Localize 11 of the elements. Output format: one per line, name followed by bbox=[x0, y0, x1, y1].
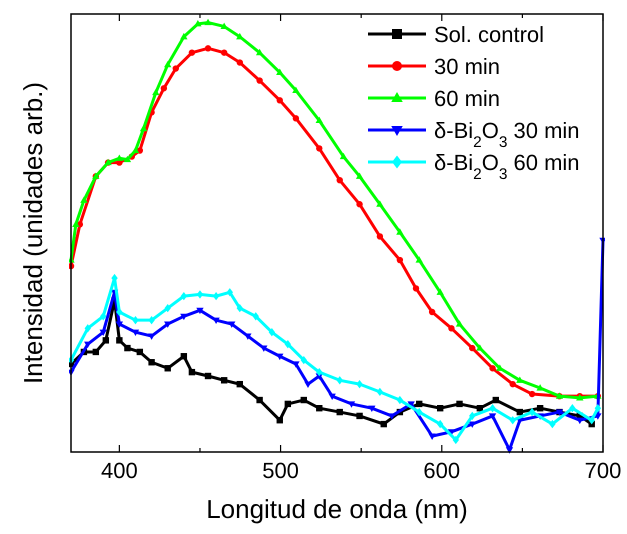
x-axis-title: Longitud de onda (nm) bbox=[206, 494, 468, 524]
x-tick-label: 600 bbox=[423, 458, 460, 483]
legend-label: δ-Bi$_{2}$O$_{3}$ 30 min bbox=[434, 118, 580, 150]
x-tick-label: 500 bbox=[262, 458, 299, 483]
legend-label: 60 min bbox=[434, 86, 500, 111]
legend-label: Sol. control bbox=[434, 22, 544, 47]
x-tick-label: 400 bbox=[101, 458, 138, 483]
legend-label: δ-Bi$_{2}$O$_{3}$ 60 min bbox=[434, 150, 580, 182]
x-tick-label: 700 bbox=[584, 458, 622, 483]
legend-label: 30 min bbox=[434, 54, 500, 79]
y-axis-title: Intensidad (unidades arb.) bbox=[18, 82, 48, 384]
